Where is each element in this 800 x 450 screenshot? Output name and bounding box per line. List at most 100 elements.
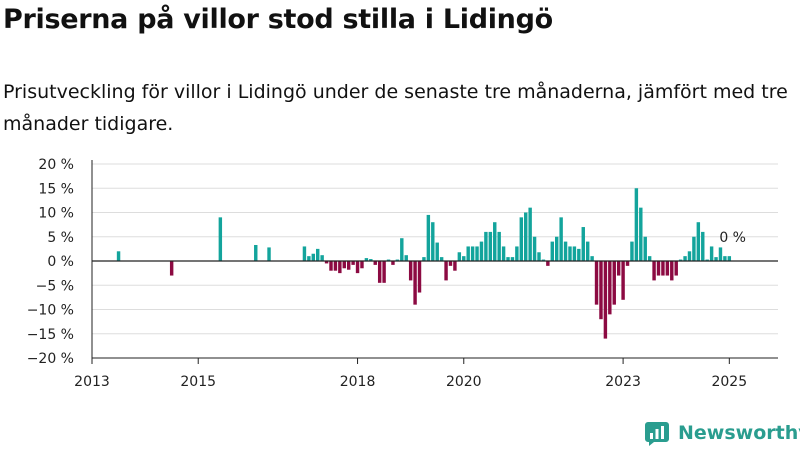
bar [501,246,506,261]
bar [391,261,395,265]
bar [426,214,431,261]
bar [311,253,316,261]
bar [320,255,324,261]
bar [683,256,687,261]
bar [643,236,647,261]
bar [413,261,417,305]
bar [670,261,674,281]
bar [612,261,616,305]
bar [462,256,466,261]
bar [373,261,377,265]
bar [346,261,351,270]
bar [537,252,541,261]
bar [709,246,714,261]
bar [550,241,554,261]
page-title: Priserna på villor stod stilla i Lidingö [3,4,553,35]
x-tick-label: 2020 [446,374,482,390]
bar [577,248,581,261]
x-tick-label: 2025 [711,374,747,390]
bar [448,261,453,266]
bar [603,261,608,339]
y-tick-label: −5 % [36,278,74,294]
bar [714,257,718,261]
bar [338,261,342,274]
y-tick-label: 5 % [47,230,74,246]
bar [351,261,355,265]
bar [665,261,670,276]
bar [585,241,590,261]
x-tick-label: 2015 [180,374,216,390]
bar [594,261,599,305]
bar [630,241,634,261]
bar [524,212,528,261]
y-tick-label: 0 % [47,254,74,270]
bar [687,251,692,261]
x-tick-label: 2013 [74,374,110,390]
bar [254,244,258,261]
bar [377,261,382,283]
bar [493,222,497,261]
bar [484,231,488,261]
bar [355,261,360,274]
bar [647,256,652,261]
bar [316,248,320,261]
x-tick-label: 2023 [605,374,641,390]
bar [554,236,559,261]
bar [568,246,572,261]
brand-name: Newsworthy [678,422,800,444]
bar [621,261,625,300]
bar [218,217,223,261]
bar [329,261,333,271]
y-tick-label: −20 % [27,351,74,367]
bar [652,261,656,281]
bar [435,242,439,261]
y-tick-label: 10 % [38,206,74,222]
bar [519,217,524,261]
bar [307,256,311,261]
x-tick-label: 2018 [340,374,376,390]
bar [333,261,338,271]
bar [475,246,479,261]
bar [506,257,510,261]
bar [634,188,639,261]
bar [701,231,705,261]
y-tick-label: −10 % [27,303,74,319]
bar [342,261,346,269]
annotations: 0 % [719,230,746,246]
y-tick-label: 15 % [38,181,74,197]
bar [563,241,568,261]
bar [674,261,678,276]
newsworthy-logo-icon [645,422,669,446]
bar [386,259,391,261]
bar [661,261,665,276]
x-axis: 2013 2015 2018 2020 2023 2025 [74,160,778,390]
y-tick-label: 20 % [38,157,74,173]
bar [479,241,484,261]
bar [723,256,727,261]
bar [705,259,709,261]
bar [422,257,426,261]
bar [466,246,470,261]
bar [727,256,732,261]
bar [510,257,515,261]
bar [404,255,408,261]
bar [457,252,462,261]
bar [431,222,435,261]
bar [395,259,400,261]
bar [692,236,696,261]
bar [546,261,550,266]
bar [608,261,612,315]
bar [116,251,121,261]
bar [267,247,271,261]
bar [408,261,413,281]
bar [324,261,329,264]
bar [528,207,532,261]
bar [444,261,448,281]
brand[interactable]: Newsworthy [644,420,800,446]
y-tick-label: −15 % [27,327,74,343]
bar [369,259,373,261]
bar [302,246,307,261]
bar [656,261,661,276]
bar [488,231,493,261]
